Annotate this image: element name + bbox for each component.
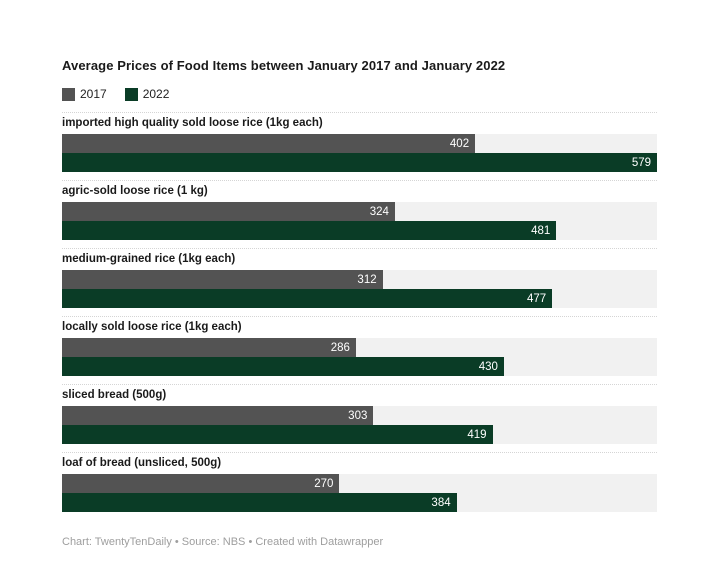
category-label: imported high quality sold loose rice (1… <box>62 117 323 129</box>
bar-value-label: 579 <box>631 156 651 169</box>
bar-2022: 481 <box>62 221 557 240</box>
legend-swatch-2017-icon <box>62 87 75 101</box>
bar-value-label: 270 <box>314 477 334 490</box>
bar-track: 270 <box>62 474 657 493</box>
legend-item-2022: 2022 <box>124 87 170 101</box>
bar-track: 286 <box>62 338 657 357</box>
bar-track: 430 <box>62 357 657 376</box>
legend-swatch-2022-icon <box>124 87 138 101</box>
bar-2017: 324 <box>62 202 395 221</box>
bar-track: 384 <box>62 493 657 512</box>
bar-value-label: 402 <box>449 137 470 150</box>
category-label: sliced bread (500g) <box>62 389 167 401</box>
bar-2022: 477 <box>62 289 553 308</box>
bar-2022: 579 <box>62 153 657 172</box>
bar-value-label: 481 <box>531 224 551 237</box>
bar-track: 402 <box>62 134 657 153</box>
legend-label-2017: 2017 <box>80 87 107 101</box>
attribution-footer: Chart: TwentyTenDaily • Source: NBS • Cr… <box>62 536 384 548</box>
chart-row: medium-grained rice (1kg each) 312 477 <box>62 248 657 316</box>
chart-row: sliced bread (500g) 303 419 <box>62 384 657 452</box>
bar-track: 419 <box>62 425 657 444</box>
bar-track: 303 <box>62 406 657 425</box>
chart-rows: imported high quality sold loose rice (1… <box>62 112 657 520</box>
bar-track: 324 <box>62 202 657 221</box>
bar-track: 312 <box>62 270 657 289</box>
bar-value-label: 430 <box>478 360 498 373</box>
bar-value-label: 324 <box>369 205 389 218</box>
bar-2017: 402 <box>62 134 476 153</box>
bar-value-label: 303 <box>348 409 368 422</box>
bar-2017: 312 <box>62 270 383 289</box>
bar-value-label: 477 <box>526 292 547 305</box>
bar-track: 481 <box>62 221 657 240</box>
category-label: locally sold loose rice (1kg each) <box>62 321 242 333</box>
chart-row: loaf of bread (unsliced, 500g) 270 384 <box>62 452 657 520</box>
bar-value-label: 384 <box>431 496 451 509</box>
bar-track: 579 <box>62 153 657 172</box>
bar-value-label: 419 <box>467 428 487 441</box>
category-label: agric-sold loose rice (1 kg) <box>62 185 208 197</box>
bar-2022: 430 <box>62 357 504 376</box>
chart-legend: 2017 2022 <box>62 87 657 101</box>
bar-value-label: 286 <box>330 341 350 354</box>
legend-item-2017: 2017 <box>62 87 107 101</box>
bar-2017: 286 <box>62 338 356 357</box>
bar-2022: 384 <box>62 493 457 512</box>
category-label: medium-grained rice (1kg each) <box>62 253 236 265</box>
bar-value-label: 312 <box>357 273 377 286</box>
chart-row: locally sold loose rice (1kg each) 286 430 <box>62 316 657 384</box>
bar-2017: 303 <box>62 406 374 425</box>
legend-label-2022: 2022 <box>142 87 170 101</box>
bar-track: 477 <box>62 289 657 308</box>
chart-row: imported high quality sold loose rice (1… <box>62 112 657 180</box>
bar-2022: 419 <box>62 425 493 444</box>
category-label: loaf of bread (unsliced, 500g) <box>62 457 222 469</box>
chart-title: Average Prices of Food Items between Jan… <box>62 58 506 73</box>
chart-row: agric-sold loose rice (1 kg) 324 481 <box>62 180 657 248</box>
bar-2017: 270 <box>62 474 340 493</box>
